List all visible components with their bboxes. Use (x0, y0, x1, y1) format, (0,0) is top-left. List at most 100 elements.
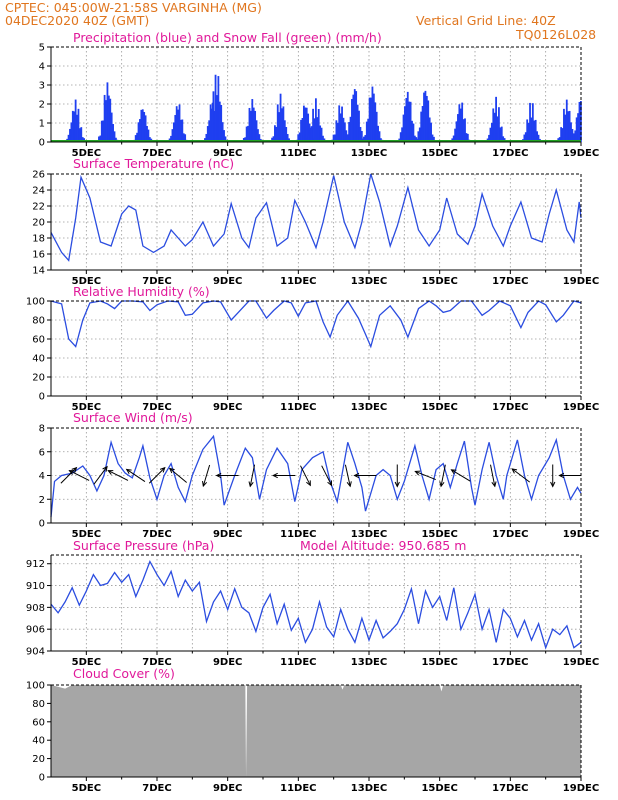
temp-title: Surface Temperature (nC) (73, 156, 234, 171)
precip-bar (316, 117, 319, 142)
rh-ytick-label: 20 (32, 373, 45, 384)
precip-bar (184, 134, 187, 142)
wind-arrow-head (558, 472, 565, 479)
cloud-xtick-label: 9DEC (213, 783, 242, 794)
precip-bar (115, 137, 117, 142)
wind-arrow-head (306, 480, 311, 487)
precip-bar (216, 95, 218, 142)
precip-bar (181, 119, 184, 142)
precip-bar (242, 137, 245, 142)
wind-ytick-label: 0 (39, 519, 45, 530)
precip-bar (319, 125, 322, 142)
wind-arrow (321, 465, 333, 487)
precip-bar (412, 123, 415, 142)
pressure-panel: Surface Pressure (hPa) Model Altitude: 95… (26, 538, 599, 668)
wind-ytick-label: 4 (39, 471, 45, 482)
wind-arrow (450, 469, 471, 482)
precip-bar (523, 134, 526, 142)
precip-bar (272, 136, 275, 142)
precip-bar (286, 134, 289, 142)
wind-xtick-label: 11DEC (280, 529, 316, 540)
precip-bar (170, 135, 172, 142)
precip-bar (171, 129, 174, 142)
precip-bar (282, 106, 285, 142)
pressure-title: Surface Pressure (hPa) (73, 538, 214, 553)
wind-xtick-label: 9DEC (213, 529, 242, 540)
precip-bar (339, 113, 342, 142)
precip-bar (285, 127, 288, 142)
precip-bar (305, 107, 308, 142)
precip-bar (353, 89, 356, 142)
precip-bar (356, 104, 359, 142)
wind-arrow (353, 472, 377, 479)
precip-xtick-label: 17DEC (492, 148, 528, 159)
wind-arrow-shaft (93, 466, 108, 485)
precip-bar (172, 122, 175, 142)
precip-bar (375, 111, 378, 142)
temp-ytick-label: 22 (32, 202, 45, 213)
precip-bar (413, 135, 416, 142)
wind-xtick-label: 17DEC (492, 529, 528, 540)
wind-arrow-head (159, 466, 166, 473)
rh-xtick-label: 5DEC (72, 402, 101, 413)
precip-bar (105, 100, 107, 142)
precip-bar (408, 101, 411, 142)
precip-bar (70, 122, 73, 142)
precip-bar (452, 135, 455, 142)
precip-xtick-label: 11DEC (280, 148, 316, 159)
pressure-subtitle: Model Altitude: 950.685 m (300, 538, 466, 553)
temp-ytick-label: 24 (32, 186, 45, 197)
precip-bar (529, 102, 531, 142)
header-station: CPTEC: 045:00W-21:58S VARGINHA (MG) (5, 0, 262, 15)
cloud-ytick-label: 100 (26, 681, 45, 692)
precip-bar (399, 132, 402, 142)
precip-bar (302, 105, 305, 142)
precip-bar (411, 120, 413, 142)
wind-arrow-head (272, 472, 278, 479)
precip-bar (571, 128, 574, 142)
precip-bar (493, 112, 496, 142)
wind-title: Surface Wind (m/s) (73, 410, 193, 425)
precip-bar (371, 86, 374, 142)
precip-bar (564, 114, 567, 142)
precip-bar (209, 104, 212, 142)
precip-ytick-label: 2 (39, 100, 45, 111)
wind-arrow-head (71, 466, 78, 473)
precip-bar (363, 136, 365, 142)
precip-bar (536, 131, 538, 142)
precip-bar (213, 110, 216, 142)
precip-bar (309, 127, 312, 142)
pressure-ytick-label: 910 (26, 581, 45, 592)
wind-arrow-head (353, 472, 360, 479)
precip-xtick-label: 9DEC (213, 148, 242, 159)
panels: Precipitation (blue) and Snow Fall (gree… (26, 30, 599, 794)
rh-xtick-label: 13DEC (351, 402, 387, 413)
rh-ytick-label: 0 (39, 392, 45, 403)
wind-ytick-label: 2 (39, 495, 45, 506)
precip-bar (73, 111, 76, 142)
cloud-xtick-label: 17DEC (492, 783, 528, 794)
precip-bar (244, 137, 247, 142)
precip-bar (276, 104, 279, 142)
precip-bar (140, 109, 143, 142)
rh-ytick-label: 100 (26, 297, 45, 308)
wind-series-line (50, 434, 582, 518)
temp-xtick-label: 17DEC (492, 276, 528, 287)
precip-bar (178, 104, 181, 142)
precip-bar (207, 137, 210, 142)
cloud-ytick-label: 80 (32, 699, 45, 710)
pressure-ytick-label: 904 (26, 647, 45, 658)
wind-arrow (125, 468, 146, 483)
pressure-xtick-label: 13DEC (351, 657, 387, 668)
precip-bar (364, 135, 367, 142)
cloud-xtick-label: 7DEC (142, 783, 171, 794)
header-grid-note: Vertical Grid Line: 40Z (416, 13, 556, 28)
precip-bar (374, 102, 377, 142)
header-date: 04DEC2020 40Z (GMT) (5, 13, 149, 28)
precip-bar (146, 125, 148, 142)
precip-bar (428, 117, 431, 142)
temp-ytick-label: 26 (32, 170, 45, 181)
wind-arrow-shaft (300, 465, 311, 486)
wind-ytick-label: 6 (39, 447, 45, 458)
